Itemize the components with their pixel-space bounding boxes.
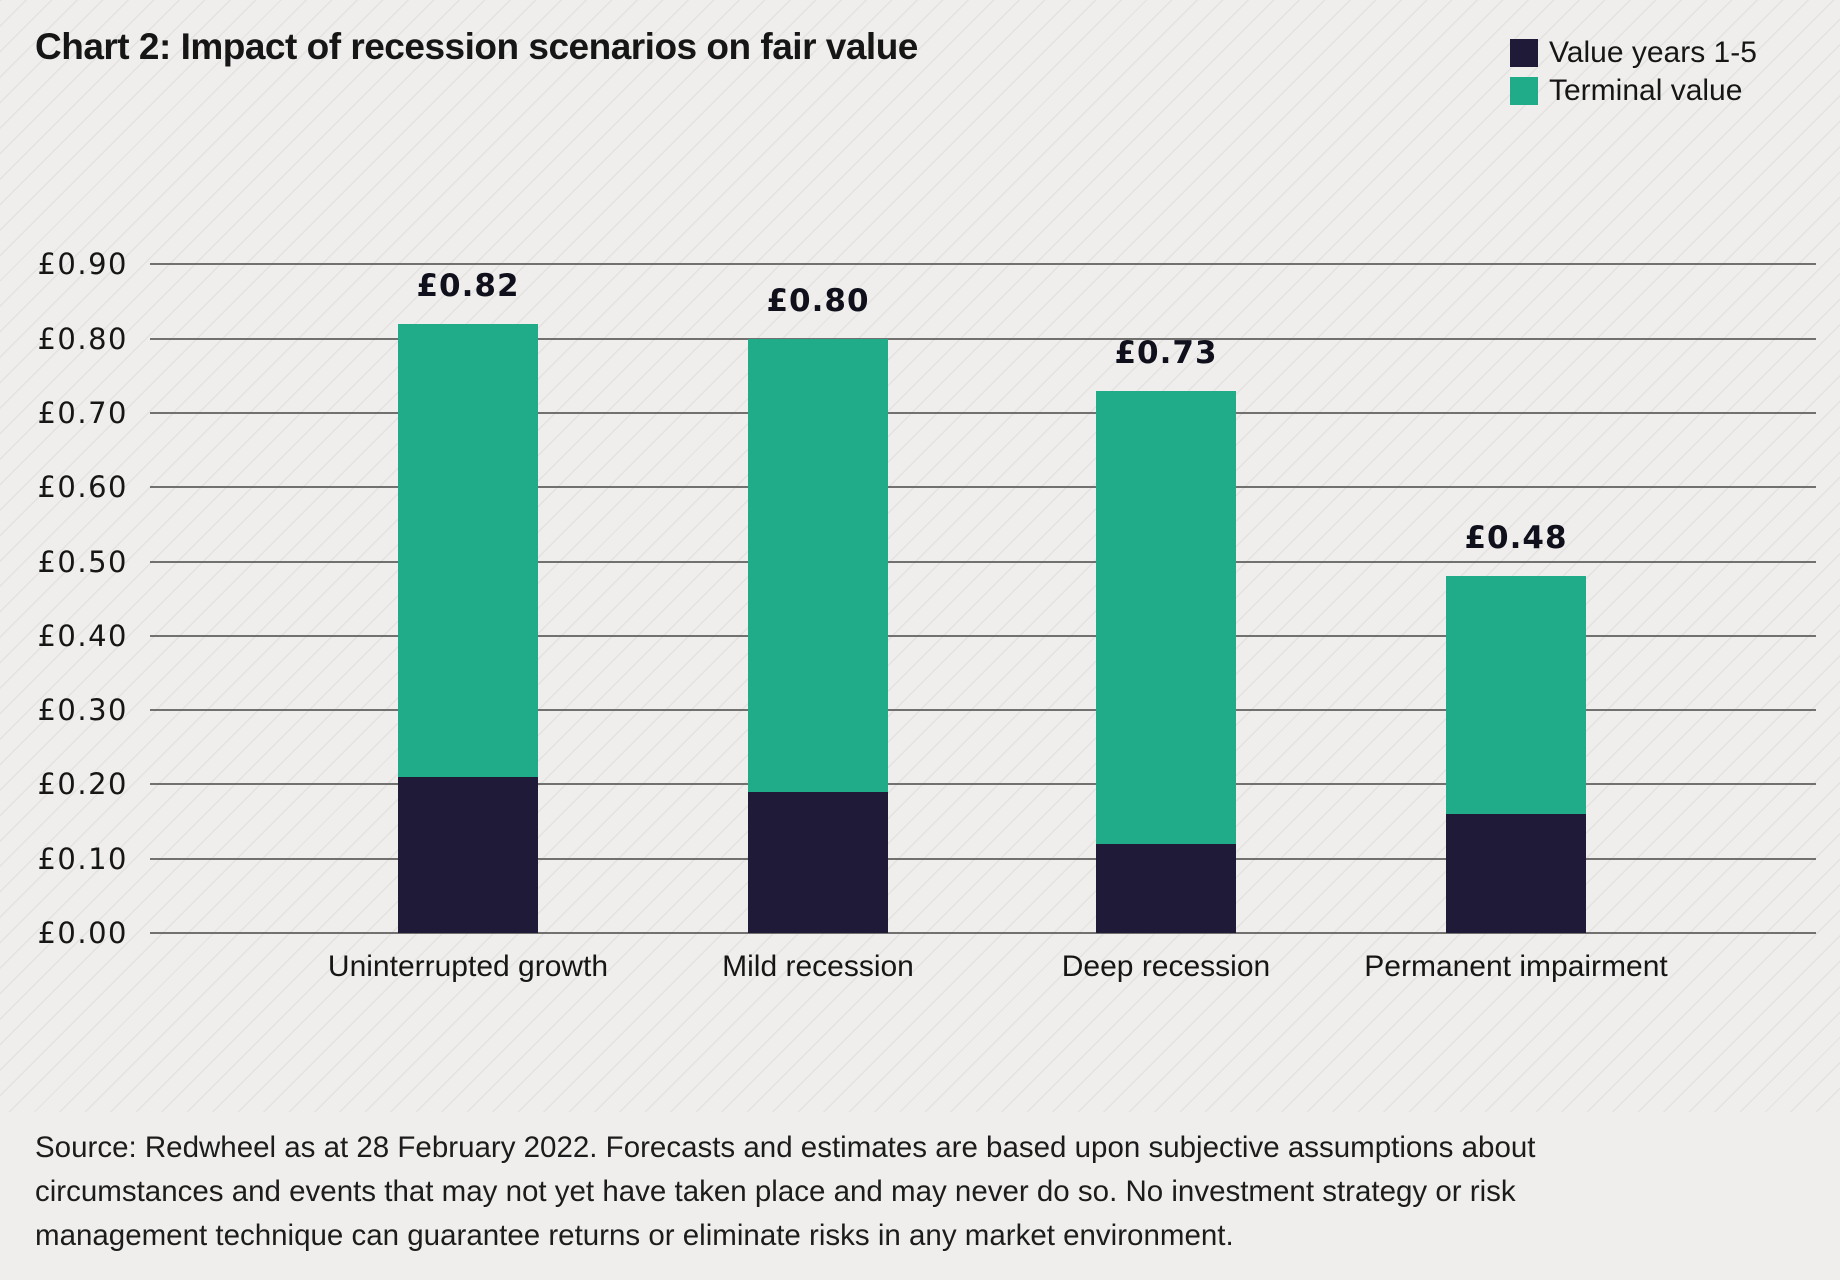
x-category-label-permanent-impairment: Permanent impairment <box>1364 950 1668 983</box>
bar-segment-value-years-1-5-mild-recession <box>748 791 888 933</box>
bar-total-label-uninterrupted-growth: £0.82 <box>416 267 520 304</box>
gridline-0.50 <box>150 560 1816 563</box>
x-category-label-mild-recession: Mild recession <box>722 950 914 983</box>
plot-area: £0.00 £0.10 £0.20 £0.30 £0.40 £0.50 £0.60 £0.70… <box>37 247 1816 983</box>
legend-label-value-years: Value years 1-5 <box>1549 36 1757 69</box>
gridline-0.80 <box>150 337 1816 340</box>
legend-item-value-years: Value years 1-5 <box>1510 34 1757 72</box>
y-tick-label: £0.20 <box>37 767 128 802</box>
legend-swatch-value-years <box>1510 39 1538 67</box>
y-tick-label: £0.70 <box>37 395 128 430</box>
y-tick-label: £0.80 <box>37 321 128 356</box>
bar-total-label-permanent-impairment: £0.48 <box>1464 520 1568 557</box>
gridline-0.90 <box>150 263 1816 266</box>
bar-segment-terminal-value-deep-recession <box>1096 390 1236 844</box>
legend-item-terminal-value: Terminal value <box>1510 72 1757 110</box>
y-tick-label: £0.50 <box>37 544 128 579</box>
bar-segment-terminal-value-uninterrupted-growth <box>398 323 538 777</box>
bar-total-label-mild-recession: £0.80 <box>766 282 870 319</box>
bar-segment-value-years-1-5-deep-recession <box>1096 843 1236 933</box>
gridline-0.10 <box>150 857 1816 860</box>
source-note-line: Source: Redwheel as at 28 February 2022.… <box>35 1131 1536 1164</box>
y-tick-label: £0.00 <box>37 916 128 950</box>
y-tick-label: £0.30 <box>37 693 128 728</box>
bar-segment-terminal-value-permanent-impairment <box>1446 576 1586 815</box>
y-tick-label: £0.60 <box>37 470 128 505</box>
legend-swatch-terminal-value <box>1510 77 1538 105</box>
chart-title: Chart 2: Impact of recession scenarios o… <box>35 26 918 67</box>
bar-segment-terminal-value-mild-recession <box>748 338 888 792</box>
source-note-line: management technique can guarantee retur… <box>35 1219 1234 1252</box>
legend: Value years 1-5 Terminal value <box>1510 34 1757 110</box>
bar-total-label-deep-recession: £0.73 <box>1114 334 1218 371</box>
y-tick-label: £0.10 <box>37 841 128 876</box>
y-tick-label: £0.40 <box>37 618 128 653</box>
gridline-0.40 <box>150 634 1816 637</box>
legend-label-terminal-value: Terminal value <box>1549 74 1743 107</box>
bar-segment-value-years-1-5-permanent-impairment <box>1446 814 1586 933</box>
bar-segment-value-years-1-5-uninterrupted-growth <box>398 776 538 933</box>
x-category-label-deep-recession: Deep recession <box>1061 950 1271 983</box>
x-category-label-uninterrupted-growth: Uninterrupted growth <box>327 950 609 983</box>
source-note-line: circumstances and events that may not ye… <box>35 1175 1516 1208</box>
source-note: Source: Redwheel as at 28 February 2022.… <box>35 1126 1735 1258</box>
gridline-0.20 <box>150 783 1816 786</box>
gridline-0.70 <box>150 411 1816 414</box>
gridline-0.60 <box>150 486 1816 489</box>
gridline-0.00 <box>150 932 1816 934</box>
y-tick-label: £0.90 <box>37 247 128 282</box>
gridline-0.30 <box>150 709 1816 712</box>
